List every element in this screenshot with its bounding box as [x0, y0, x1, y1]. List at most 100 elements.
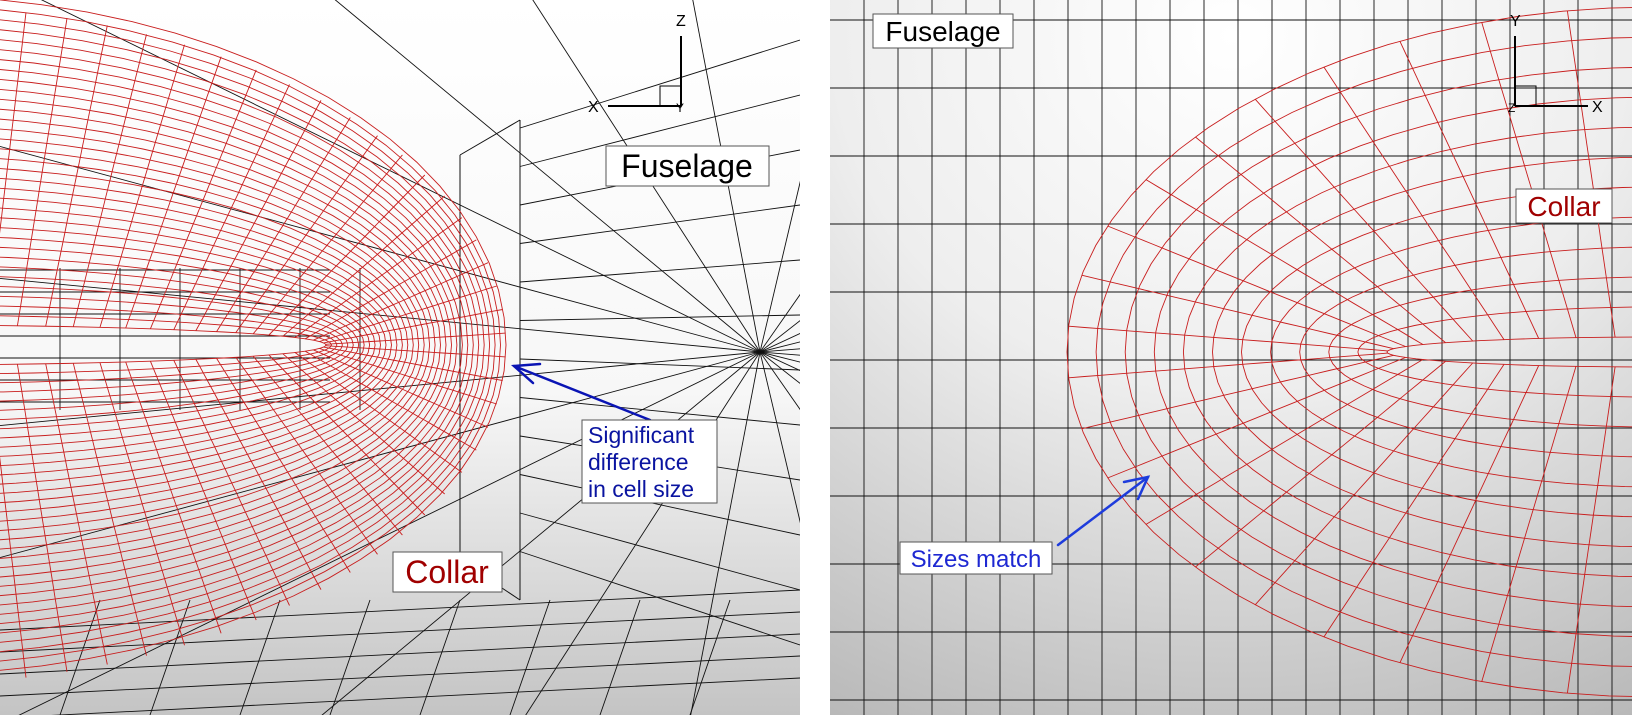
collar-grid-line: [99, 44, 185, 328]
fuselage-grid-line: [519, 204, 800, 244]
collar-grid-line: [1566, 366, 1616, 694]
collar-grid-line: [323, 346, 503, 381]
fuselage-grid-line: [509, 599, 551, 715]
right-panel-background: [830, 0, 1632, 715]
collar-grid-line: [0, 12, 27, 234]
fuselage-grid-line: [759, 180, 800, 353]
collar-grid-line: [0, 69, 469, 606]
collar-grid-line: [1107, 225, 1406, 347]
collar-grid-line: [0, 148, 425, 531]
collar-grid-line: [0, 108, 447, 569]
right-fuselage-label-box: [872, 13, 1014, 49]
collar-grid-line: [319, 285, 497, 342]
collar-grid-line: [0, 246, 371, 439]
left-axis-horizontal-label: X: [588, 99, 599, 116]
collar-grid-line: [0, 266, 360, 420]
fuselage-grid-line: [519, 474, 800, 536]
collar-grid-line: [0, 286, 349, 402]
collar-grid-line: [1081, 354, 1394, 430]
collar-grid-line: [0, 187, 403, 494]
fuselage-grid-line: [519, 551, 800, 646]
collar-grid-line: [1095, 37, 1632, 667]
collar-grid-line: [0, 178, 409, 504]
collar-grid-line: [149, 69, 257, 329]
collar-grid-line: [0, 128, 436, 550]
left-annotation-line-3: in cell size: [588, 476, 694, 502]
collar-grid-line: [45, 25, 108, 327]
collar-grid-line: [173, 360, 290, 606]
collar-grid-line: [1323, 364, 1505, 638]
fuselage-grid-line: [519, 259, 800, 283]
collar-grid-line: [1399, 41, 1540, 339]
collar-grid-line: [282, 195, 445, 337]
collar-grid-line: [0, 315, 333, 375]
collar-grid-line: [304, 239, 477, 340]
collar-grid-line: [0, 276, 354, 411]
collar-grid-line: [45, 363, 108, 665]
left-axis-triad: [608, 36, 682, 107]
right-fuselage-label: Fuselage: [885, 16, 1000, 47]
collar-grid-line: [0, 158, 420, 522]
collar-grid-line: [1195, 136, 1446, 343]
fuselage-grid-line: [0, 351, 761, 558]
collar-grid-line: [0, 295, 343, 393]
collar-grid-line: [325, 332, 506, 345]
collar-grid-line: [1270, 216, 1632, 488]
collar-grid-line: [0, 237, 376, 448]
collar-grid-line: [1399, 365, 1540, 663]
collar-grid-line: [1066, 7, 1632, 697]
right-axis-depth-label: Z: [1508, 101, 1515, 115]
fuselage-grid-line: [334, 0, 761, 353]
right-collar-grid: [1066, 7, 1632, 697]
right-annotation-arrow: [1056, 475, 1151, 547]
collar-grid-line: [1299, 246, 1632, 458]
collar-grid-line: [72, 363, 147, 656]
collar-grid-line: [0, 49, 480, 625]
fuselage-grid-line: [519, 314, 800, 321]
collar-grid-line: [1182, 126, 1632, 578]
collar-grid-line: [1212, 156, 1632, 548]
collar-grid-line: [1153, 97, 1632, 607]
collar-grid-line: [149, 361, 257, 621]
fuselage-grid-line: [0, 146, 761, 353]
collar-grid-line: [235, 357, 378, 555]
fuselage-grid-line: [50, 677, 800, 715]
collar-grid-line: [313, 349, 489, 428]
collar-grid-line: [0, 39, 485, 634]
collar-grid-line: [1481, 22, 1577, 338]
collar-grid-line: [0, 456, 27, 678]
left-collar-grid: [0, 0, 507, 678]
collar-grid-line: [0, 227, 381, 457]
collar-grid-line: [0, 88, 458, 587]
collar-grid-line: [0, 29, 491, 643]
right-collar-label-box: [1515, 188, 1613, 224]
collar-grid-line: [195, 359, 322, 590]
fuselage-grid-line: [0, 655, 800, 697]
fuselage-grid-line: [0, 589, 800, 631]
collar-grid-line: [0, 19, 496, 653]
fuselage-grid-line: [59, 599, 101, 715]
left-collar-label: Collar: [405, 554, 489, 590]
collar-grid-line: [0, 217, 387, 467]
collar-grid-line: [1195, 361, 1446, 568]
fuselage-grid-line: [519, 397, 800, 426]
right-annotation: Sizes match: [911, 546, 1042, 573]
left-collar-label-box: [392, 551, 503, 593]
left-axis-depth-label: Y: [676, 101, 684, 115]
collar-grid-line: [16, 364, 68, 672]
right-panel-view: Y X Z Fuselage Collar Sizes match: [830, 0, 1632, 715]
fuselage-grid-line: [0, 351, 761, 427]
right-collar-label: Collar: [1527, 191, 1600, 222]
collar-grid-line: [0, 79, 463, 597]
collar-grid-line: [0, 325, 327, 365]
collar-grid-line: [0, 168, 414, 513]
fuselage-grid-line: [459, 119, 521, 156]
right-axis-vertical-label: Y: [1510, 13, 1521, 30]
collar-grid-line: [1481, 366, 1577, 682]
left-annotation-box: [581, 419, 718, 504]
left-axis-vertical-label: Z: [676, 13, 686, 30]
fuselage-grid-line: [519, 94, 800, 167]
collar-grid-line: [0, 118, 441, 559]
collar-grid-line: [72, 34, 147, 327]
